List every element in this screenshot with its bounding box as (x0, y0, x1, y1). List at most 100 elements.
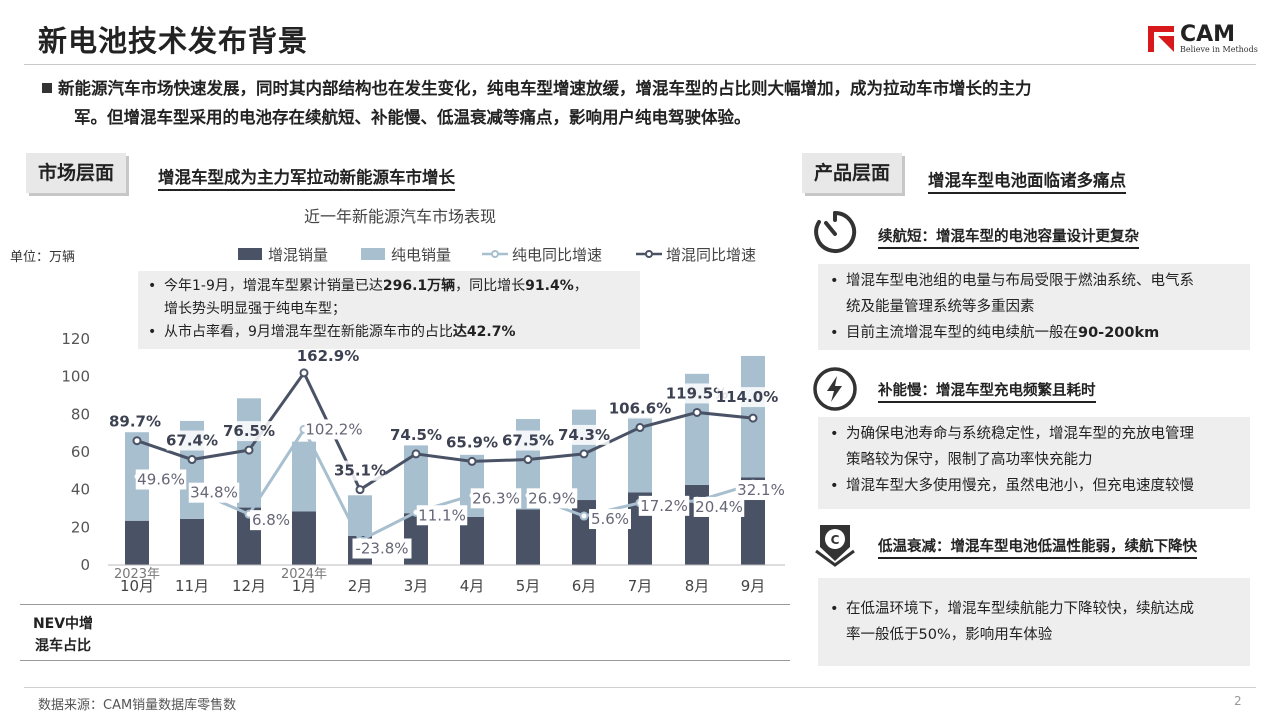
note-1-cont: 增长势头明显强于纯电车型； (164, 301, 346, 317)
intro-line-1: 新能源汽车市场快速发展，同时其内部结构也在发生变化，纯电车型增速放缓，增混车型的… (58, 79, 1032, 98)
y-tick-label: 20 (71, 518, 90, 536)
page-title: 新电池技术发布背景 (38, 24, 309, 58)
table-top-rule (20, 604, 790, 605)
market-notes: 今年1-9月，增混车型累计销量已达296.1万辆，同比增长91.4%， 增长势头… (138, 271, 640, 349)
note-2: 从市占率看，9月增混车型在新能源车市的占比达42.7% (148, 321, 632, 344)
pain-1-title: 续航短：增混车型的电池容量设计更复杂 (878, 225, 1139, 249)
cam-logo-icon (1148, 26, 1174, 52)
bev-growth-label-bg (693, 496, 745, 517)
x-tick-label: 3月 (404, 577, 429, 595)
hev-growth-label-bg (446, 432, 498, 453)
x-tick-label: 9月 (741, 577, 766, 595)
line-point (523, 455, 533, 465)
pain-3-title: 低温衰减：增混车型电池低温性能弱，续航下降快 (878, 535, 1197, 559)
x-tick-label: 8月 (685, 577, 710, 595)
hev-growth-label-bg (109, 411, 161, 432)
bev-growth-label-bg (589, 509, 631, 530)
note-1: 今年1-9月，增混车型累计销量已达296.1万辆，同比增长91.4%， (148, 275, 632, 298)
logo-tagline: Believe in Methods (1180, 45, 1258, 54)
pain-2-bullet-2: 增混车型大多使用慢充，虽然电池小，但充电速度较慢 (830, 473, 1240, 499)
cam-logo: CAM Believe in Methods (1148, 22, 1258, 56)
bev-growth-label-bg (304, 419, 364, 440)
svg-text:C: C (831, 533, 840, 547)
line-point (355, 485, 365, 495)
hev-growth-label: 74.3% (558, 426, 610, 444)
line-point (579, 449, 589, 459)
share-row-header: NEV中增 混车占比 (32, 616, 94, 654)
x-tick-label: 1月 (292, 577, 317, 595)
pain-2-bullet-1: 为确保电池寿命与系统稳定性，增混车型的充放电管理策略较为保守，限制了高功率快充能… (830, 421, 1240, 473)
line-point (244, 445, 254, 455)
bev-growth-label-bg (352, 538, 412, 559)
legend-label: 纯电销量 (391, 246, 451, 264)
line-series: 49.6% 34.8% 6.8% 102.2% -23.8% 11.1% 26.3% 26.9… (109, 345, 787, 559)
gauge-icon (814, 210, 857, 253)
bev-growth-label: 6.8% (252, 511, 290, 529)
x-axis: 10月 11月 12月 1月 2月 3月 4月 5月 6月 7月 8月 9月 2023年 2024年 (108, 564, 785, 595)
hev-growth-label: 67.5% (502, 432, 554, 450)
bar-bev (292, 441, 316, 512)
line-point (692, 407, 702, 417)
hev-growth-label-bg (502, 430, 554, 451)
x-tick-label: 7月 (628, 577, 653, 595)
x-tick-label: 5月 (516, 577, 541, 595)
pain-2-box: 为确保电池寿命与系统稳定性，增混车型的充放电管理策略较为保守，限制了高功率快充能… (818, 417, 1250, 509)
y-tick-label: 80 (71, 405, 90, 423)
y-tick-label: 0 (80, 556, 90, 574)
x-tick-label: 2月 (348, 577, 373, 595)
bar-hev (180, 518, 204, 565)
hev-growth-label-bg (223, 421, 275, 442)
cold-battery-icon: C (815, 525, 855, 567)
intro-line-2: 军。但增混车型采用的电池存在续航短、补能慢、低温衰减等痛点，影响用户纯电驾驶体验… (74, 108, 751, 127)
line-point (132, 436, 142, 446)
chart-title: 近一年新能源汽车市场表现 (304, 207, 496, 226)
y-tick-label: 40 (71, 481, 90, 499)
hev-growth-label-bg (610, 398, 670, 419)
line-hev-growth (136, 369, 754, 492)
product-tab: 产品层面 (802, 153, 903, 193)
y-tick-label: 100 (61, 368, 90, 386)
bar-hev (516, 509, 540, 565)
year-label: 2024年 (281, 567, 327, 582)
bev-growth-label: 34.8% (190, 484, 238, 502)
bev-growth-label: 49.6% (137, 470, 185, 488)
bev-growth-label: 26.3% (472, 489, 520, 507)
hev-growth-label: 106.6% (609, 400, 671, 418)
bev-growth-label-bg (526, 488, 578, 509)
bev-growth-label-bg (416, 505, 468, 526)
line-point (299, 368, 309, 378)
bev-growth-label: 32.1% (737, 481, 785, 499)
line-point (467, 456, 477, 466)
y-tick-label: 60 (71, 443, 90, 461)
hev-growth-label-bg (334, 460, 386, 481)
hev-growth-label: 114.0% (716, 388, 778, 406)
legend-marker (645, 250, 653, 258)
bar-hev (125, 520, 149, 565)
legend-label: 增混同比增速 (666, 246, 756, 264)
legend-swatch (238, 248, 262, 260)
bev-growth-label: 20.4% (695, 498, 743, 516)
table-bottom-rule (20, 660, 790, 661)
hev-growth-label: 65.9% (446, 433, 498, 451)
market-tab: 市场层面 (26, 153, 127, 193)
x-tick-label: 12月 (232, 577, 266, 595)
data-source: 数据来源：CAM销量数据库零售数 (38, 698, 237, 713)
bar-hev (292, 511, 316, 565)
line-point (635, 423, 645, 433)
bev-growth-label-bg (638, 495, 690, 516)
y-axis: 0 20 40 60 80 100 120 (61, 330, 90, 574)
bev-growth-label: -23.8% (355, 540, 408, 558)
bev-growth-label-bg (470, 488, 522, 509)
line-point (748, 413, 758, 423)
lightning-icon (813, 367, 857, 411)
line-point (187, 455, 197, 465)
legend-marker (491, 250, 499, 258)
legend-label: 纯电同比增速 (512, 246, 602, 264)
bar-bev (348, 495, 372, 536)
hev-growth-label: 67.4% (166, 432, 218, 450)
year-label: 2023年 (114, 567, 160, 582)
hev-growth-label: 35.1% (334, 462, 386, 480)
